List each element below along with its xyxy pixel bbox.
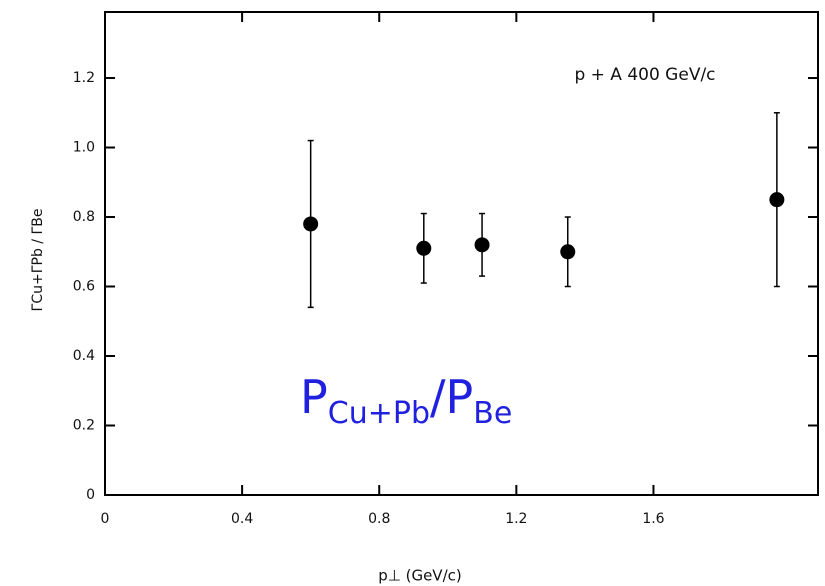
y-axis-label: ΓCu+ΓPb / ΓBe (30, 209, 46, 312)
y-tick-label: 1.2 (73, 70, 95, 86)
x-tick-label: 1.2 (505, 511, 527, 527)
overlay-part: Cu+Pb (328, 396, 430, 431)
x-tick-label: 0 (101, 511, 110, 527)
y-tick-label: 0.4 (73, 348, 95, 364)
x-tick-label: 1.6 (642, 511, 664, 527)
x-axis-label: p⊥ (GeV/c) (378, 567, 461, 585)
data-point (303, 216, 319, 232)
plot-frame (104, 11, 819, 496)
overlay-part: Be (473, 396, 512, 431)
y-tick-label: 0.2 (73, 418, 95, 434)
x-tick-label: 0.8 (368, 511, 390, 527)
y-tick-label: 0 (86, 487, 95, 503)
overlay-label: PCu+Pb/PBe (300, 370, 512, 431)
y-tick-label: 0.6 (73, 279, 95, 295)
x-tick-label: 0.4 (231, 511, 253, 527)
data-point (560, 244, 576, 260)
data-point (769, 192, 785, 208)
y-tick-label: 0.8 (73, 209, 95, 225)
overlay-part: P (300, 370, 328, 424)
overlay-part: P (445, 370, 473, 424)
data-point (416, 240, 432, 256)
overlay-part: / (430, 370, 446, 424)
data-point (474, 237, 490, 253)
annotation: p + A 400 GeV/c (574, 65, 715, 85)
y-tick-label: 1.0 (73, 140, 95, 156)
